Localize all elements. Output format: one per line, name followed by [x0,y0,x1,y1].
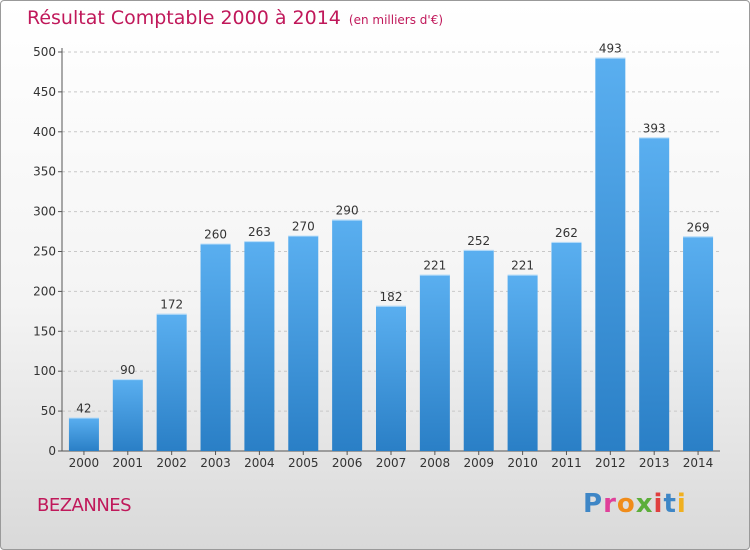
bar [68,417,99,451]
x-tick-label: 2004 [244,456,275,470]
bar-value-label: 269 [687,220,710,234]
chart-title-block: Résultat Comptable 2000 à 2014 (en millie… [27,7,443,29]
bar-value-label: 290 [336,204,359,218]
x-tick-label: 2000 [69,456,100,470]
logo-letter: t [663,489,677,519]
bar [200,243,231,451]
bar [156,313,187,451]
bar [419,274,450,451]
logo-letter: r [603,489,617,519]
logo-letter: x [635,489,654,519]
x-tick-label: 2008 [420,456,451,470]
bar-value-label: 262 [555,226,578,240]
bar-value-label: 182 [380,290,403,304]
bar-value-label: 172 [160,298,183,312]
bar-value-label: 221 [423,259,446,273]
x-tick-label: 2005 [288,456,319,470]
value-labels: 42 90 172 260 263 270 290 182 221 252 221 262 493 393… [76,42,709,416]
bar [288,235,319,451]
x-tick-label: 2007 [376,456,407,470]
logo-letter: i [676,489,687,519]
y-tick-label: 300 [33,205,56,219]
bar-value-label: 263 [248,225,271,239]
y-tick-label: 50 [41,404,56,418]
city-name: BEZANNES [37,495,132,516]
x-tick-label: 2012 [595,456,626,470]
x-tick-label: 2002 [156,456,187,470]
logo-letter: i [653,489,664,519]
x-tick-label: 2001 [113,456,144,470]
x-tick-label: 2013 [639,456,670,470]
bar-value-label: 42 [76,401,91,415]
axes: 0 50 100 150 200 250 300 350 400 450 500 2000 2001 20… [33,45,720,470]
bar [639,137,670,452]
x-tick-label: 2011 [551,456,582,470]
y-tick-label: 450 [33,85,56,99]
bar-value-label: 221 [511,259,534,273]
bar-value-label: 393 [643,121,666,135]
bar [376,305,406,451]
y-tick-label: 400 [33,125,56,139]
proxiti-logo: Proxiti [583,489,687,519]
y-tick-label: 100 [33,364,56,378]
y-tick-label: 250 [33,245,56,259]
y-tick-label: 150 [33,324,56,338]
chart-title: Résultat Comptable 2000 à 2014 [27,7,341,29]
bar [112,379,143,451]
bars [68,57,714,452]
x-tick-label: 2014 [683,456,714,470]
chart-subtitle: (en milliers d'€) [348,13,444,27]
bar [332,219,363,451]
bar-value-label: 260 [204,228,227,242]
bar [595,57,626,451]
logo-letter: P [583,489,604,519]
x-tick-label: 2010 [507,456,538,470]
y-tick-label: 200 [33,284,56,298]
bar-value-label: 252 [467,234,490,248]
bar [683,236,714,451]
bar-value-label: 493 [599,42,622,56]
y-tick-label: 0 [48,444,56,458]
x-tick-label: 2009 [463,456,494,470]
logo-letter: o [616,489,636,519]
bar-value-label: 270 [292,220,315,234]
x-tick-label: 2003 [200,456,231,470]
bar-value-label: 90 [120,363,135,377]
y-tick-label: 350 [33,165,56,179]
bar [551,241,582,451]
x-tick-label: 2006 [332,456,363,470]
bar [463,249,494,451]
y-tick-label: 500 [33,45,56,59]
bar [507,274,538,451]
bar [244,241,275,451]
